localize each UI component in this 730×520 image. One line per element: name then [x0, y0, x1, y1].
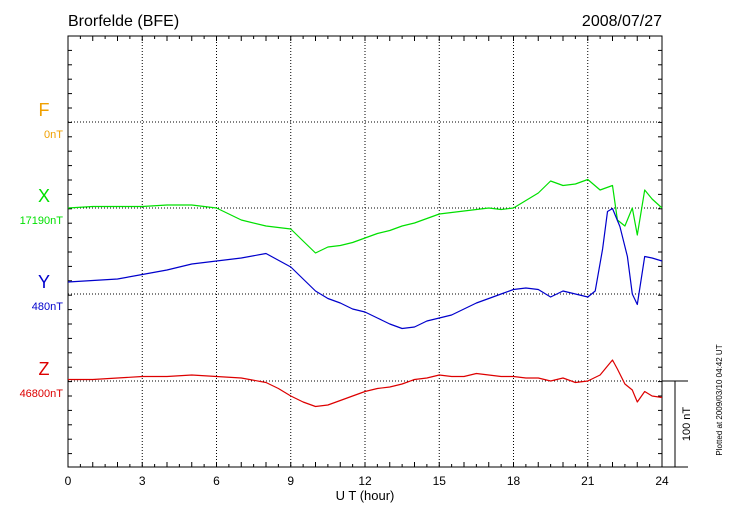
chart-date: 2008/07/27	[582, 13, 662, 30]
series-line-y	[67, 207, 663, 330]
component-label-y: Y	[38, 272, 50, 292]
component-labels: F 0nT X 17190nT Y 480nT Z 46800nT	[20, 100, 64, 400]
plot-frame	[67, 35, 663, 468]
x-tick-label: 15	[433, 474, 447, 488]
component-label-z: Z	[39, 359, 50, 379]
scale-bar-label: 100 nT	[681, 407, 693, 442]
baseline-label-z: 46800nT	[20, 388, 64, 400]
baseline-label-y: 480nT	[32, 301, 63, 313]
grid-lines	[68, 36, 662, 467]
component-label-f: F	[39, 100, 50, 120]
x-ticks: 0 3 6 9 12 15 18 21 24	[65, 474, 669, 488]
x-tick-label: 0	[65, 474, 72, 488]
x-axis-label: U T (hour)	[336, 488, 395, 503]
x-tick-label: 21	[581, 474, 595, 488]
x-tick-label: 18	[507, 474, 521, 488]
baseline-label-x: 17190nT	[20, 215, 64, 227]
component-label-x: X	[38, 186, 50, 206]
series-line-z	[68, 359, 663, 408]
baseline-label-f: 0nT	[44, 129, 63, 141]
series-lines	[67, 178, 663, 408]
chart-title: Brorfelde (BFE)	[68, 13, 179, 30]
plot-timestamp: Plotted at 2009/03/10 04:42 UT	[715, 344, 724, 455]
scale-bar: 100 nT	[662, 380, 693, 468]
x-tick-label: 12	[358, 474, 372, 488]
x-tick-label: 9	[287, 474, 294, 488]
x-tick-label: 6	[213, 474, 220, 488]
series-line-x	[67, 178, 663, 254]
x-tick-label: 24	[655, 474, 669, 488]
x-tick-label: 3	[139, 474, 146, 488]
